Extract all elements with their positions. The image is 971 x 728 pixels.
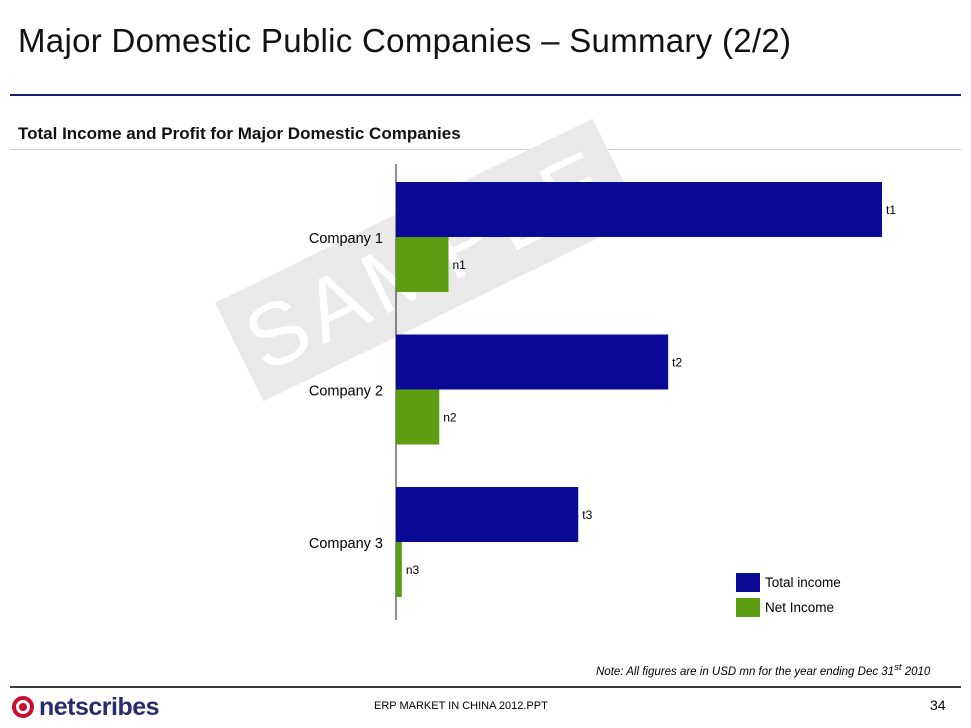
data-label: n1: [452, 258, 466, 272]
logo-mark-icon: [12, 696, 34, 718]
legend-item-total-income: Total income: [736, 570, 841, 595]
footnote-year: 2010: [901, 665, 931, 678]
bar-total-income-3: [396, 487, 579, 542]
footnote-superscript: st: [894, 662, 902, 673]
data-label: t1: [886, 203, 896, 217]
chart-subtitle: Total Income and Profit for Major Domest…: [18, 124, 461, 143]
data-label: t3: [582, 508, 592, 522]
page-title: Major Domestic Public Companies – Summar…: [18, 22, 792, 59]
legend-label-total-income: Total income: [765, 575, 841, 590]
logo-text: netscribes: [39, 692, 160, 721]
page-number: 34: [930, 697, 946, 713]
category-label: Company 1: [309, 231, 383, 247]
netscribes-logo: netscribes: [12, 690, 162, 724]
data-label: t2: [672, 356, 682, 370]
bar-total-income-2: [396, 334, 669, 390]
category-label: Company 3: [309, 536, 383, 552]
bar-net-income-2: [396, 389, 440, 445]
data-label: n3: [406, 563, 420, 577]
bar-net-income-1: [396, 237, 449, 292]
chart-legend: Total income Net Income: [736, 570, 841, 620]
legend-swatch-net-income: [736, 598, 760, 617]
footer-divider: [10, 686, 961, 688]
bar-total-income-1: [396, 182, 882, 237]
data-label: n2: [443, 411, 457, 425]
legend-swatch-total-income: [736, 573, 760, 592]
bar-net-income-3: [396, 542, 402, 597]
legend-item-net-income: Net Income: [736, 595, 841, 620]
footnote-text: Note: All figures are in USD mn for the …: [596, 665, 895, 678]
category-label: Company 2: [309, 384, 383, 400]
legend-label-net-income: Net Income: [765, 600, 835, 615]
title-divider: [10, 94, 961, 96]
footnote: Note: All figures are in USD mn for the …: [596, 662, 930, 678]
subtitle-divider: [10, 149, 961, 150]
footer-file-name: ERP MARKET IN CHINA 2012.PPT: [374, 700, 548, 712]
